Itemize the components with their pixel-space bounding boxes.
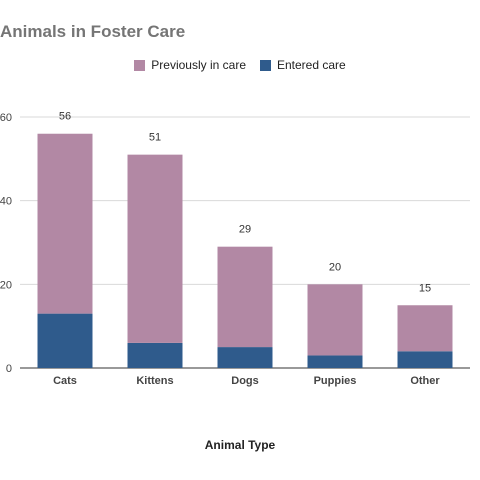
y-tick-label: 20 (0, 279, 12, 291)
bar-entered-care (127, 342, 183, 368)
bar-previously-in-care (307, 284, 363, 356)
bar-entered-care (217, 347, 273, 368)
data-label-total: 29 (239, 224, 251, 236)
y-tick-label: 0 (6, 363, 12, 375)
x-tick-label: Kittens (136, 375, 173, 387)
data-label-total: 56 (59, 111, 71, 123)
legend-label-entered-care: Entered care (277, 58, 346, 72)
bar-entered-care (37, 313, 93, 368)
data-label-total: 51 (149, 132, 161, 144)
legend-swatch-previously-in-care (134, 59, 146, 71)
bar-entered-care (397, 351, 453, 368)
legend-item-entered-care: Entered care (260, 58, 346, 72)
data-label-total: 15 (419, 282, 431, 294)
x-tick-label: Other (410, 375, 440, 387)
legend-item-previously-in-care: Previously in care (134, 58, 246, 72)
x-tick-label: Puppies (314, 375, 357, 387)
y-tick-label: 40 (0, 196, 12, 208)
bar-previously-in-care (37, 133, 93, 314)
legend-swatch-entered-care (260, 59, 271, 71)
legend-label-previously-in-care: Previously in care (151, 58, 246, 72)
chart-title: Animals in Foster Care (0, 22, 186, 41)
y-tick-label: 60 (0, 112, 12, 124)
bar-previously-in-care (127, 154, 183, 343)
x-tick-label: Cats (53, 375, 77, 387)
bar-previously-in-care (217, 246, 273, 348)
data-label-total: 20 (329, 261, 341, 273)
bar-previously-in-care (397, 305, 453, 352)
legend: Previously in care Entered care (0, 58, 480, 72)
bar-entered-care (307, 355, 363, 368)
x-tick-label: Dogs (231, 375, 259, 387)
x-axis-title: Animal Type (204, 438, 276, 452)
